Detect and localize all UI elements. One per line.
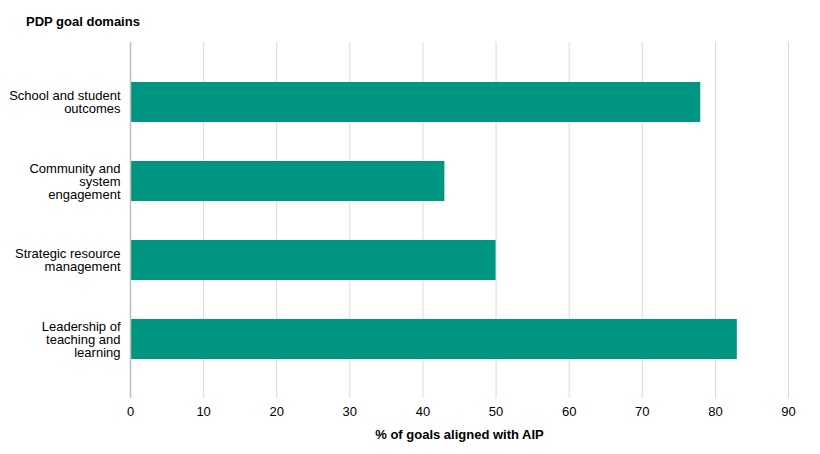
svg-text:30: 30 [343, 404, 357, 419]
svg-text:40: 40 [416, 404, 430, 419]
svg-text:School and studentoutcomes: School and studentoutcomes [9, 88, 121, 116]
svg-text:80: 80 [708, 404, 722, 419]
svg-text:0: 0 [127, 404, 134, 419]
svg-text:70: 70 [635, 404, 649, 419]
svg-text:60: 60 [562, 404, 576, 419]
svg-text:20: 20 [269, 404, 283, 419]
svg-text:50: 50 [489, 404, 503, 419]
svg-text:Leadership ofteaching andlearn: Leadership ofteaching andlearning [42, 319, 121, 360]
svg-text:% of goals aligned with AIP: % of goals aligned with AIP [375, 427, 544, 442]
html-text:PDP goal domains: PDP goal domains [26, 14, 140, 29]
svg-text:Community andsystemengagement: Community andsystemengagement [29, 161, 120, 202]
svg-text:90: 90 [781, 404, 795, 419]
svg-text:10: 10 [196, 404, 210, 419]
svg-text:Strategic resourcemanagement: Strategic resourcemanagement [15, 246, 121, 274]
